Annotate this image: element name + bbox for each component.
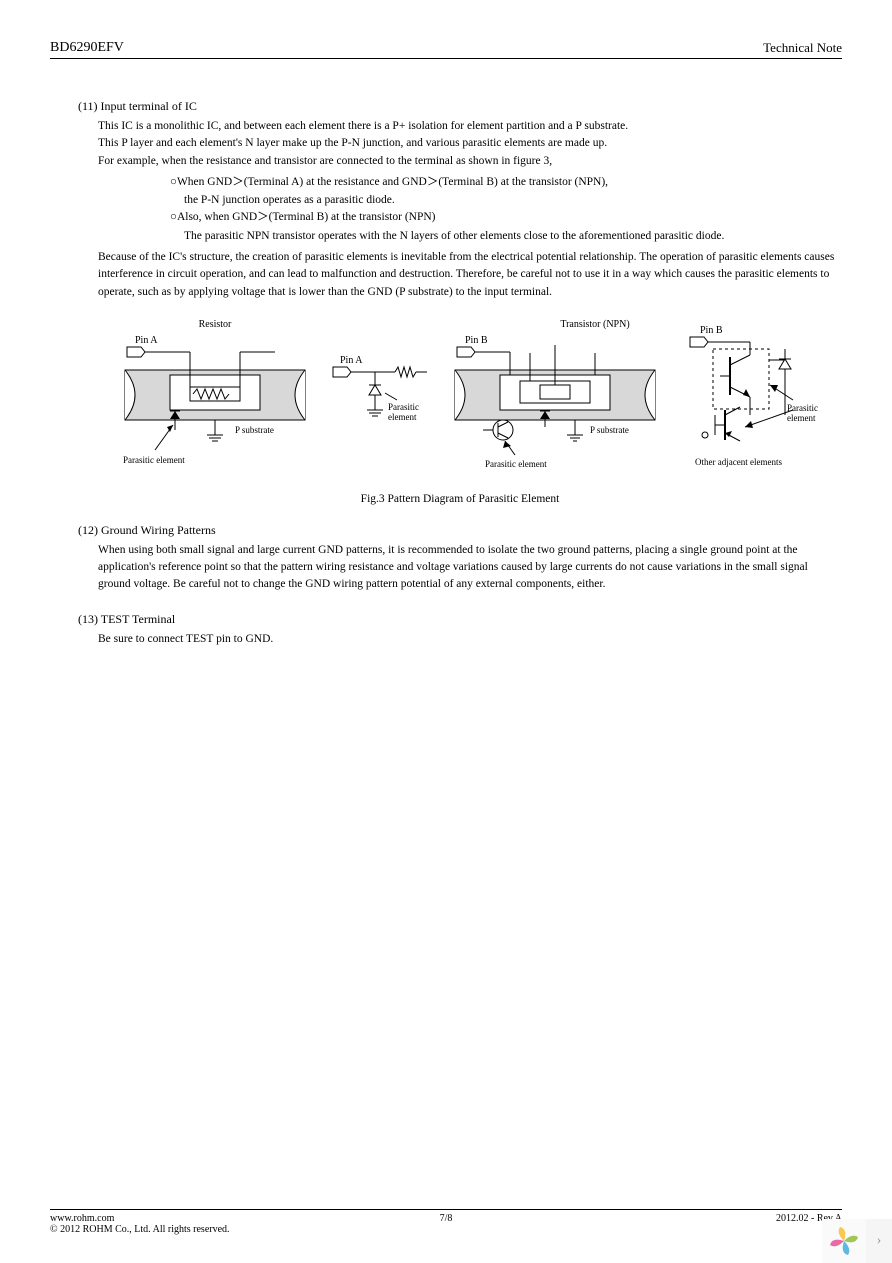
section-13: (13) TEST Terminal Be sure to connect TE…: [50, 612, 842, 648]
label-parasitic-3: Parasitic element: [485, 459, 547, 469]
svg-text:element: element: [388, 412, 417, 422]
footer-page: 7/8: [50, 1213, 842, 1224]
figure-caption: Fig.3 Pattern Diagram of Parasitic Eleme…: [78, 493, 842, 505]
part-number: BD6290EFV: [50, 40, 124, 56]
section-11: (11) Input terminal of IC This IC is a m…: [50, 99, 842, 505]
s11-p2: This P layer and each element's N layer …: [98, 135, 842, 152]
nav-logo-icon: [822, 1219, 866, 1263]
s11-p4: Because of the IC's structure, the creat…: [78, 249, 842, 301]
page-footer: www.rohm.com © 2012 ROHM Co., Ltd. All r…: [50, 1209, 842, 1235]
section-13-title: (13) TEST Terminal: [78, 612, 842, 627]
label-pin-b: Pin B: [465, 335, 488, 346]
label-other-adjacent: Other adjacent elements: [695, 457, 782, 467]
s11-b2: ○Also, when GND＞(Terminal B) at the tran…: [170, 209, 842, 226]
s11-b1sub: the P-N junction operates as a parasitic…: [170, 191, 842, 209]
label-pin-a: Pin A: [135, 335, 158, 346]
s11-p3: For example, when the resistance and tra…: [98, 153, 842, 170]
nav-next-button[interactable]: ›: [866, 1219, 892, 1263]
label-pin-b-2: Pin B: [700, 325, 723, 336]
label-p-substrate-2: P substrate: [590, 425, 629, 435]
figure-row: Resistor Pin A: [78, 315, 842, 485]
s11-b2sub: The parasitic NPN transistor operates wi…: [170, 227, 842, 245]
label-parasitic-2: Parasitic: [388, 402, 419, 412]
figure-resistor-schematic: Pin A Parasitic element: [325, 315, 435, 475]
figure-resistor-cross-section: Resistor Pin A: [115, 315, 315, 475]
s11-bullets: ○When GND＞(Terminal A) at the resistance…: [78, 174, 842, 245]
label-transistor: Transistor (NPN): [560, 319, 629, 330]
section-12-body: When using both small signal and large c…: [78, 542, 842, 594]
page: BD6290EFV Technical Note (11) Input term…: [0, 0, 892, 1263]
label-parasitic-1: Parasitic element: [123, 455, 185, 465]
section-12-title: (12) Ground Wiring Patterns: [78, 523, 842, 538]
svg-text:Parasitic: Parasitic: [787, 403, 818, 413]
figure-transistor-schematic: Pin B: [675, 315, 825, 485]
section-11-title: (11) Input terminal of IC: [78, 99, 842, 114]
section-12: (12) Ground Wiring Patterns When using b…: [50, 523, 842, 594]
doc-type: Technical Note: [763, 40, 842, 56]
s11-b1: ○When GND＞(Terminal A) at the resistance…: [170, 174, 842, 191]
page-header: BD6290EFV Technical Note: [50, 40, 842, 59]
label-pin-a-2: Pin A: [340, 355, 363, 366]
label-p-substrate-1: P substrate: [235, 425, 274, 435]
svg-text:element: element: [787, 413, 816, 423]
footer-copyright: © 2012 ROHM Co., Ltd. All rights reserve…: [50, 1224, 230, 1235]
section-11-body: This IC is a monolithic IC, and between …: [78, 118, 842, 170]
figure-transistor-cross-section: Transistor (NPN) Pin B: [445, 315, 665, 475]
s11-p1: This IC is a monolithic IC, and between …: [98, 118, 842, 135]
label-resistor: Resistor: [199, 319, 232, 330]
chevron-right-icon: ›: [877, 1233, 882, 1249]
section-13-body: Be sure to connect TEST pin to GND.: [78, 631, 842, 648]
nav-widget: ›: [822, 1219, 892, 1263]
